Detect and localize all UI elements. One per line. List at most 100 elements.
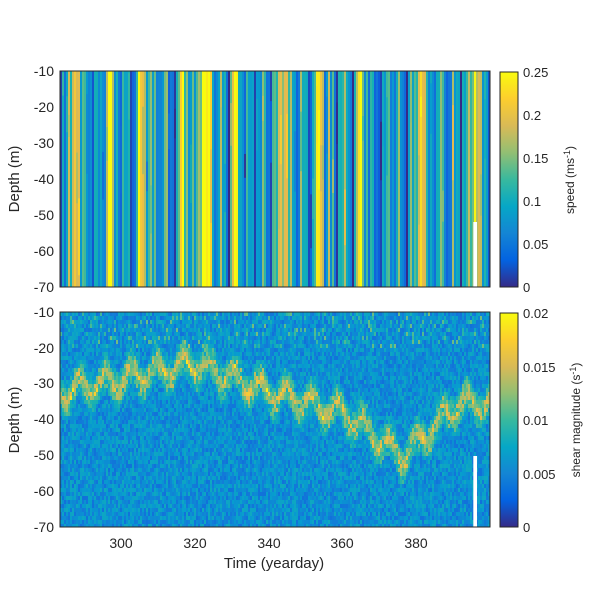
- shear-cell: [62, 480, 65, 485]
- speed-column: [334, 71, 337, 287]
- shear-cell: [192, 376, 195, 381]
- shear-cell: [96, 476, 99, 481]
- shear-cell: [194, 480, 197, 485]
- shear-cell: [160, 508, 163, 513]
- shear-cell: [156, 432, 159, 437]
- speed-cell: [312, 178, 315, 220]
- shear-cell: [140, 404, 143, 409]
- shear-cell: [204, 332, 207, 337]
- shear-cell: [156, 496, 159, 501]
- shear-cell: [202, 496, 205, 501]
- shear-cell: [120, 512, 123, 517]
- shear-cell: [80, 400, 83, 405]
- shear-cell: [198, 412, 201, 417]
- shear-cell: [140, 336, 143, 341]
- shear-cell: [178, 332, 181, 337]
- shear-cell: [152, 500, 155, 505]
- shear-cell: [100, 388, 103, 393]
- shear-cell: [76, 440, 79, 445]
- shear-cell: [200, 416, 203, 421]
- shear-cell: [174, 408, 177, 413]
- shear-cell: [78, 476, 81, 481]
- shear-cell: [98, 456, 101, 461]
- shear-cell: [126, 324, 129, 329]
- shear-cell: [62, 352, 65, 357]
- shear-cell: [164, 508, 167, 513]
- shear-cell: [90, 380, 93, 385]
- shear-cell: [96, 444, 99, 449]
- shear-cell: [194, 460, 197, 465]
- shear-cell: [126, 348, 129, 353]
- shear-cell: [72, 512, 75, 517]
- shear-cell: [72, 460, 75, 465]
- speed-column: [392, 71, 395, 287]
- shear-cell: [198, 480, 201, 485]
- shear-cell: [226, 496, 229, 501]
- shear-cell: [196, 364, 199, 369]
- shear-cell: [220, 500, 223, 505]
- shear-cell: [160, 424, 163, 429]
- shear-cell: [228, 420, 231, 425]
- shear-cell: [162, 476, 165, 481]
- shear-cell: [142, 340, 145, 345]
- shear-cell: [174, 488, 177, 493]
- speed-cell: [280, 114, 283, 165]
- shear-cell: [118, 312, 121, 317]
- speed-column: [90, 71, 93, 287]
- shear-cell: [172, 372, 175, 377]
- shear-cell: [140, 360, 143, 365]
- shear-cell: [158, 428, 161, 433]
- shear-cell: [202, 348, 205, 353]
- shear-cell: [168, 340, 171, 345]
- shear-cell: [182, 464, 185, 469]
- shear-cell: [64, 448, 67, 453]
- shear-cell: [224, 524, 227, 527]
- shear-cell: [64, 380, 67, 385]
- shear-cell: [174, 352, 177, 357]
- shear-cell: [66, 508, 69, 513]
- shear-cell: [156, 348, 159, 353]
- shear-cell: [158, 320, 161, 325]
- shear-cell: [84, 396, 87, 401]
- shear-cell: [154, 372, 157, 377]
- shear-cell: [94, 516, 97, 521]
- shear-cell: [170, 336, 173, 341]
- speed-cell: [420, 96, 423, 117]
- speed-cell: [418, 155, 421, 225]
- shear-cell: [82, 376, 85, 381]
- shear-cell: [196, 400, 199, 405]
- shear-cell: [138, 332, 141, 337]
- shear-cell: [180, 500, 183, 505]
- shear-cell: [130, 452, 133, 457]
- shear-cell: [174, 336, 177, 341]
- speed-column: [268, 71, 271, 287]
- shear-cell: [148, 512, 151, 517]
- shear-cell: [194, 324, 197, 329]
- shear-cell: [70, 368, 73, 373]
- shear-cell: [148, 404, 151, 409]
- shear-cell: [140, 352, 143, 357]
- shear-cell: [142, 392, 145, 397]
- shear-cell: [134, 380, 137, 385]
- shear-cell: [84, 496, 87, 501]
- shear-cell: [110, 348, 113, 353]
- shear-cell: [166, 456, 169, 461]
- speed-column: [350, 71, 353, 287]
- shear-cell: [180, 468, 183, 473]
- shear-cell: [224, 460, 227, 465]
- shear-cell: [220, 436, 223, 441]
- shear-cell: [182, 388, 185, 393]
- shear-cell: [162, 312, 165, 317]
- shear-cell: [154, 392, 157, 397]
- shear-cell: [218, 316, 221, 321]
- shear-cell: [160, 400, 163, 405]
- shear-cell: [112, 480, 115, 485]
- shear-cell: [128, 456, 131, 461]
- shear-cell: [102, 332, 105, 337]
- shear-cell: [180, 368, 183, 373]
- shear-cell: [80, 440, 83, 445]
- shear-cell: [90, 312, 93, 317]
- shear-cell: [178, 404, 181, 409]
- shear-cell: [176, 336, 179, 341]
- shear-cell: [100, 344, 103, 349]
